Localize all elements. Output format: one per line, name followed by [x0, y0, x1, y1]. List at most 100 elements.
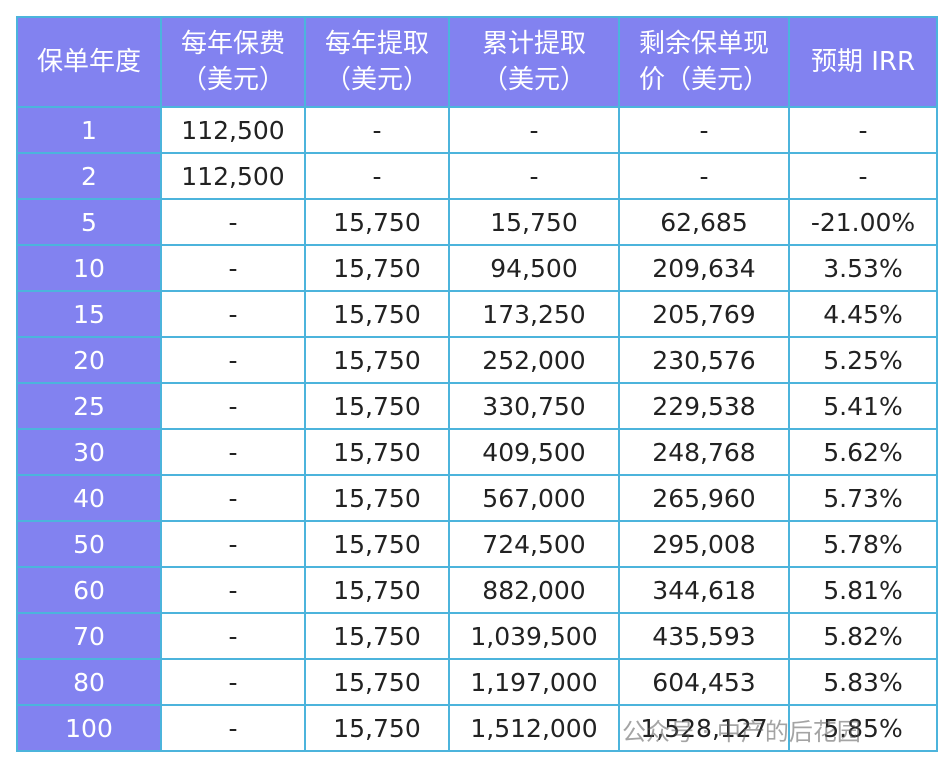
table-cell: 724,500 [448, 520, 620, 568]
table-cell: - [160, 704, 306, 752]
table-cell: - [618, 152, 790, 200]
table-cell: - [160, 244, 306, 292]
table-wrap: 保单年度 每年保费 （美元） 每年提取 （美元） 累计提取 （美元） 剩余保单现 价（美元） 预期… [16, 16, 938, 752]
table-row: 15-15,750 173,250 205,769 4.45% [16, 290, 938, 338]
header-cell: 预期 IRR [788, 16, 938, 108]
table-cell: - [160, 520, 306, 568]
table-cell: 205,769 [618, 290, 790, 338]
year-cell: 20 [16, 336, 162, 384]
table-cell: 112,500 [160, 106, 306, 154]
year-cell: 40 [16, 474, 162, 522]
table-cell: - [788, 106, 938, 154]
table-cell: - [448, 152, 620, 200]
table-cell: 435,593 [618, 612, 790, 660]
table-cell: 330,750 [448, 382, 620, 430]
table-cell: - [160, 474, 306, 522]
table-cell: 5.81% [788, 566, 938, 614]
table-cell: 230,576 [618, 336, 790, 384]
table-cell: 248,768 [618, 428, 790, 476]
year-cell: 70 [16, 612, 162, 660]
table-cell: 344,618 [618, 566, 790, 614]
table-cell: 5.85% [788, 704, 938, 752]
table-row: 100-15,750 1,512,000 1,528,127 5.85% [16, 704, 938, 752]
table-cell: 3.53% [788, 244, 938, 292]
table-cell: - [160, 658, 306, 706]
table-cell: 567,000 [448, 474, 620, 522]
header-line: 价（美元） [638, 65, 769, 95]
table-cell: 4.45% [788, 290, 938, 338]
table-cell: 15,750 [304, 520, 450, 568]
table-cell: - [788, 152, 938, 200]
header-line: 每年提取 [324, 29, 429, 59]
table-cell: 229,538 [618, 382, 790, 430]
table-cell: 15,750 [304, 704, 450, 752]
table-cell: - [160, 336, 306, 384]
year-cell: 1 [16, 106, 162, 154]
table-cell: 173,250 [448, 290, 620, 338]
table-cell: 1,528,127 [618, 704, 790, 752]
table-cell: 5.73% [788, 474, 938, 522]
year-cell: 2 [16, 152, 162, 200]
header-cell: 每年提取 （美元） [304, 16, 450, 108]
table-cell: - [304, 152, 450, 200]
year-cell: 80 [16, 658, 162, 706]
table-cell: 5.25% [788, 336, 938, 384]
table-cell: 1,512,000 [448, 704, 620, 752]
year-cell: 60 [16, 566, 162, 614]
year-cell: 25 [16, 382, 162, 430]
table-row: 70-15,750 1,039,500 435,593 5.82% [16, 612, 938, 660]
table-row: 60-15,750 882,000 344,618 5.81% [16, 566, 938, 614]
table-cell: 5.41% [788, 382, 938, 430]
table-cell: 604,453 [618, 658, 790, 706]
table-cell: 1,197,000 [448, 658, 620, 706]
header-line: 累计提取 [481, 29, 586, 59]
year-cell: 30 [16, 428, 162, 476]
table-cell: 112,500 [160, 152, 306, 200]
table-row: 5-15,750 15,750 62,685 -21.00% [16, 198, 938, 246]
table-cell: 252,000 [448, 336, 620, 384]
table-cell: 62,685 [618, 198, 790, 246]
table-cell: 15,750 [304, 244, 450, 292]
table-cell: 15,750 [304, 382, 450, 430]
table-row: 2 112,500- - - - [16, 152, 938, 200]
table-cell: 5.62% [788, 428, 938, 476]
header-line: 每年保费 [180, 29, 285, 59]
table-cell: 15,750 [304, 198, 450, 246]
header-line: 预期 IRR [810, 47, 916, 77]
table-cell: 265,960 [618, 474, 790, 522]
table-row: 1 112,500- - - - [16, 106, 938, 154]
table-row: 40-15,750 567,000 265,960 5.73% [16, 474, 938, 522]
table-row: 50-15,750 724,500 295,008 5.78% [16, 520, 938, 568]
table-cell: 295,008 [618, 520, 790, 568]
table-cell: 882,000 [448, 566, 620, 614]
year-cell: 10 [16, 244, 162, 292]
table-row: 25-15,750 330,750 229,538 5.41% [16, 382, 938, 430]
header-line: 剩余保单现 [638, 29, 769, 59]
table-cell: - [160, 198, 306, 246]
header-cell: 累计提取 （美元） [448, 16, 620, 108]
table-cell: -21.00% [788, 198, 938, 246]
table-row: 30-15,750 409,500 248,768 5.62% [16, 428, 938, 476]
table-body: 1 112,500- - - -2 112,500- - - -5-15,750 15,750 62… [16, 106, 938, 752]
year-cell: 15 [16, 290, 162, 338]
header-row: 保单年度 每年保费 （美元） 每年提取 （美元） 累计提取 （美元） 剩余保单现 价（美元） 预期… [16, 16, 938, 108]
header-line: （美元） [481, 65, 586, 95]
header-line: 保单年度 [36, 47, 141, 77]
table-cell: 5.78% [788, 520, 938, 568]
table: 保单年度 每年保费 （美元） 每年提取 （美元） 累计提取 （美元） 剩余保单现 价（美元） 预期… [16, 16, 938, 752]
table-cell: - [160, 290, 306, 338]
header-cell: 剩余保单现价（美元） [618, 16, 790, 108]
table-row: 20-15,750 252,000 230,576 5.25% [16, 336, 938, 384]
table-cell: - [160, 428, 306, 476]
table-cell: 15,750 [304, 658, 450, 706]
table-cell: - [618, 106, 790, 154]
year-cell: 5 [16, 198, 162, 246]
table-row: 80-15,750 1,197,000 604,453 5.83% [16, 658, 938, 706]
table-cell: 5.83% [788, 658, 938, 706]
table-cell: 15,750 [448, 198, 620, 246]
table-cell: - [160, 612, 306, 660]
year-cell: 100 [16, 704, 162, 752]
header-cell: 保单年度 [16, 16, 162, 108]
table-cell: - [304, 106, 450, 154]
